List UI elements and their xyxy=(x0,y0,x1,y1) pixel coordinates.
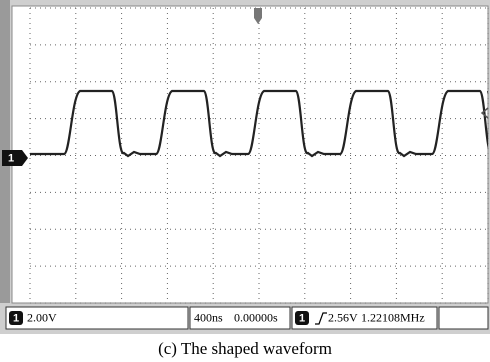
channel-badge-label: 1 xyxy=(13,312,19,324)
channel-marker-label: 1 xyxy=(8,152,14,164)
oscilloscope-screenshot: 1 1 2.00V 400ns 0.00000s 1 2.56V 1.22108… xyxy=(0,0,490,362)
frequency: 1.22108MHz xyxy=(361,310,425,324)
volts-per-div: 2.00V xyxy=(27,310,57,324)
time-per-div: 400ns xyxy=(194,310,223,324)
delay: 0.00000s xyxy=(234,310,278,324)
page: 1 1 2.00V 400ns 0.00000s 1 2.56V 1.22108… xyxy=(0,0,490,362)
trigger-level: 2.56V xyxy=(328,310,358,324)
status-box xyxy=(439,307,488,329)
trigger-channel-label: 1 xyxy=(299,312,305,324)
caption: (c) The shaped waveform xyxy=(158,339,332,358)
